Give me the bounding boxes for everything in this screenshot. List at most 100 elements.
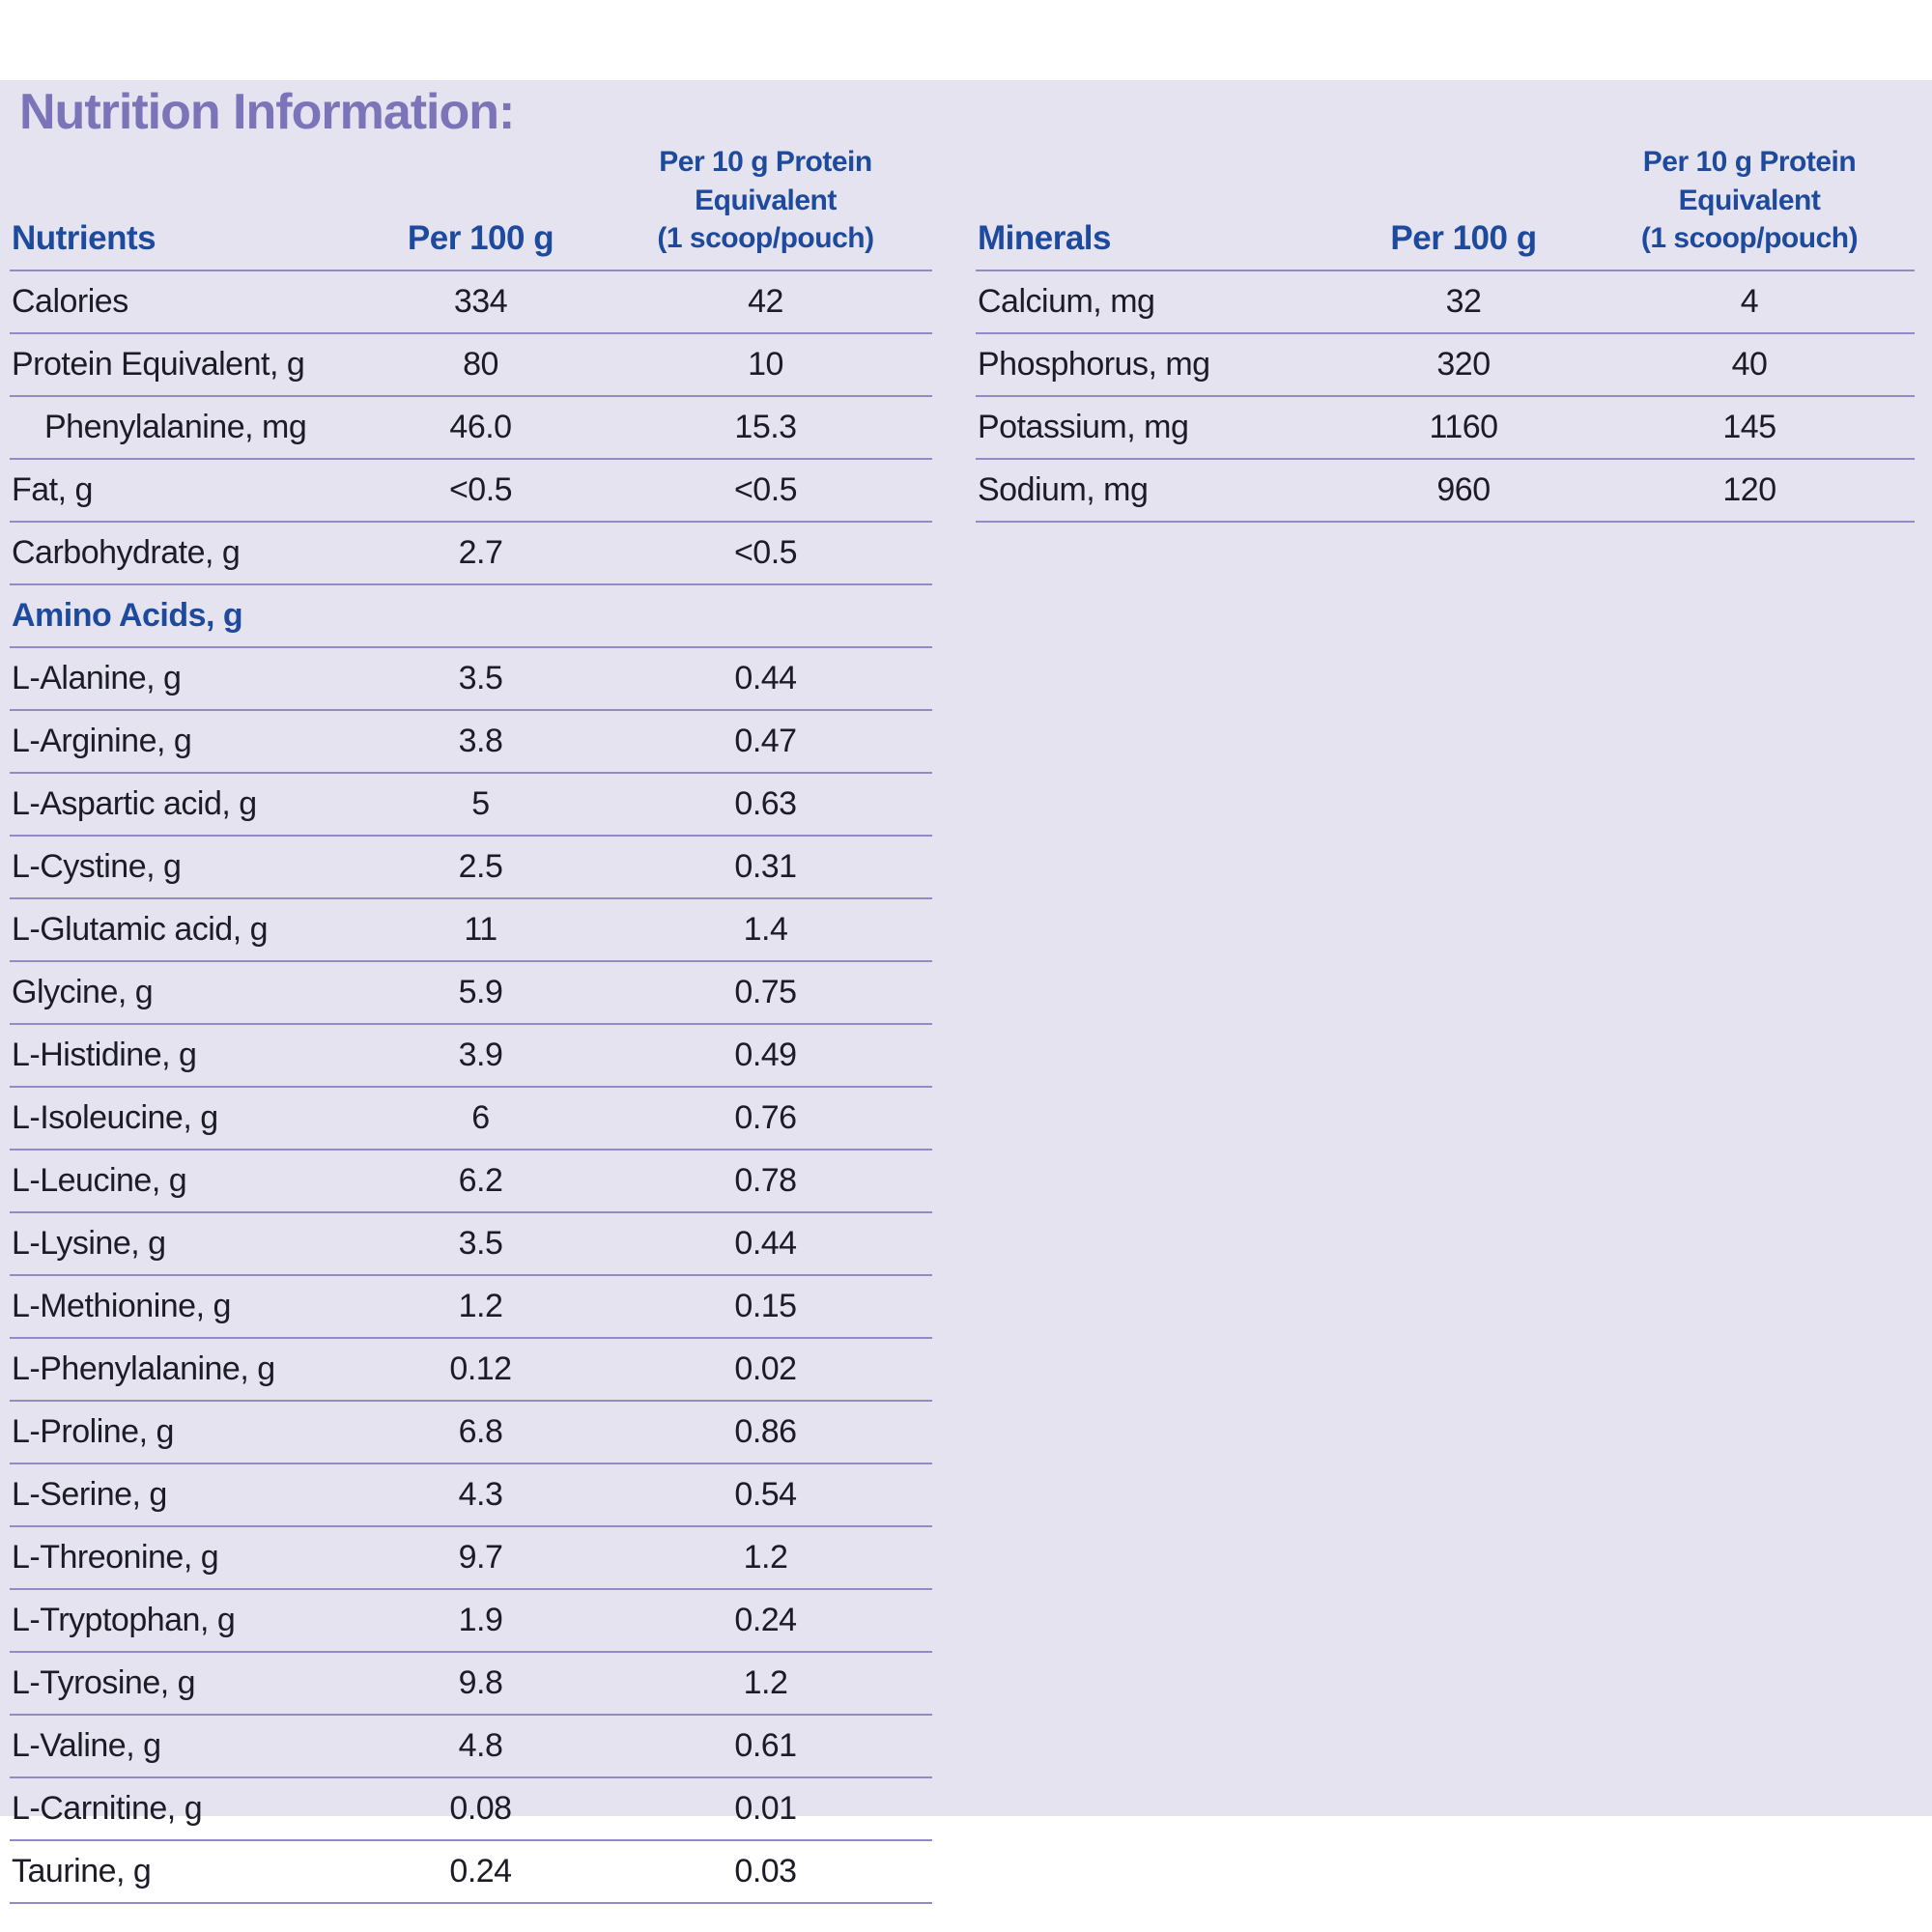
per-10g-header-line2: Equivalent (695, 184, 837, 216)
per-100g-value: 2.5 (362, 835, 599, 899)
per-10g-value: 0.44 (599, 646, 932, 711)
per-10g-value: 42 (599, 270, 932, 334)
row-label: Phosphorus, mg (976, 332, 1343, 397)
table-row: L-Leucine, g 6.2 0.78 (10, 1149, 932, 1213)
per-10g-value: 40 (1584, 332, 1915, 397)
per-10g-value: 10 (599, 332, 932, 397)
per-100g-value: 46.0 (362, 395, 599, 460)
table-row: L-Valine, g 4.8 0.61 (10, 1714, 932, 1778)
row-label: Fat, g (10, 458, 362, 523)
table-row: L-Serine, g 4.3 0.54 (10, 1463, 932, 1527)
row-label: L-Carnitine, g (10, 1776, 362, 1841)
table-row: Amino Acids, g (10, 583, 932, 648)
per-10g-value: 145 (1584, 395, 1915, 460)
table-row: L-Proline, g 6.8 0.86 (10, 1400, 932, 1464)
per-10g-value: 0.54 (599, 1463, 932, 1527)
row-label: Carbohydrate, g (10, 521, 362, 585)
per-10g-value: 1.2 (599, 1525, 932, 1590)
per-100g-value: 1.9 (362, 1588, 599, 1653)
row-label: L-Serine, g (10, 1463, 362, 1527)
table-row: L-Alanine, g 3.5 0.44 (10, 646, 932, 711)
per-10g-value: 0.15 (599, 1274, 932, 1339)
row-label: L-Lysine, g (10, 1211, 362, 1276)
per-100g-value: 80 (362, 332, 599, 397)
per-100g-value: 0.08 (362, 1776, 599, 1841)
per-10g-value: 0.49 (599, 1023, 932, 1088)
row-label: Potassium, mg (976, 395, 1343, 460)
table-row: L-Tyrosine, g 9.8 1.2 (10, 1651, 932, 1716)
per-100g-value: 0.12 (362, 1337, 599, 1402)
row-label: L-Aspartic acid, g (10, 772, 362, 837)
row-label: L-Isoleucine, g (10, 1086, 362, 1151)
row-label: L-Histidine, g (10, 1023, 362, 1088)
per-10g-header-line3: (1 scoop/pouch) (657, 222, 874, 255)
per-100g-value: 6.2 (362, 1149, 599, 1213)
per-10g-value: 0.01 (599, 1776, 932, 1841)
row-label: L-Arginine, g (10, 709, 362, 774)
per-100g-value: <0.5 (362, 458, 599, 523)
minerals-column-header: Minerals (976, 143, 1343, 271)
section-header: Amino Acids, g (10, 583, 932, 648)
row-label: L-Cystine, g (10, 835, 362, 899)
per-10g-header-line3: (1 scoop/pouch) (1640, 222, 1859, 255)
nutrients-column-header: Nutrients (10, 143, 362, 271)
table-row: L-Phenylalanine, g 0.12 0.02 (10, 1337, 932, 1402)
table-row: L-Lysine, g 3.5 0.44 (10, 1211, 932, 1276)
per-100g-value: 2.7 (362, 521, 599, 585)
row-label: Phenylalanine, mg (10, 395, 362, 460)
row-label: Calories (10, 270, 362, 334)
per-10g-value: 0.44 (599, 1211, 932, 1276)
per-10g-value: 0.47 (599, 709, 932, 774)
per-10g-value: 0.02 (599, 1337, 932, 1402)
per-10g-value: 1.2 (599, 1651, 932, 1716)
per-100g-value: 4.3 (362, 1463, 599, 1527)
table-row: L-Arginine, g 3.8 0.47 (10, 709, 932, 774)
table-row: L-Methionine, g 1.2 0.15 (10, 1274, 932, 1339)
per-100g-value: 334 (362, 270, 599, 334)
per-10g-value: 0.61 (599, 1714, 932, 1778)
row-label: L-Glutamic acid, g (10, 897, 362, 962)
row-label: Protein Equivalent, g (10, 332, 362, 397)
row-label: Sodium, mg (976, 458, 1343, 523)
per-10g-value: 15.3 (599, 395, 932, 460)
table-row: Carbohydrate, g 2.7 <0.5 (10, 521, 932, 585)
per-10g-column-header: Per 10 g Protein Equivalent (1 scoop/pou… (1584, 143, 1915, 271)
per-10g-value: 0.75 (599, 960, 932, 1025)
row-label: L-Phenylalanine, g (10, 1337, 362, 1402)
row-label: L-Threonine, g (10, 1525, 362, 1590)
per-10g-header-line1: Per 10 g Protein (1642, 146, 1857, 178)
row-label: Calcium, mg (976, 270, 1343, 334)
table-row: L-Tryptophan, g 1.9 0.24 (10, 1588, 932, 1653)
row-label: L-Tryptophan, g (10, 1588, 362, 1653)
per-100g-value: 3.9 (362, 1023, 599, 1088)
table-row: Phenylalanine, mg 46.0 15.3 (10, 395, 932, 460)
per-10g-value: 4 (1584, 270, 1915, 334)
row-label: Glycine, g (10, 960, 362, 1025)
nutrients-header-row: Nutrients Per 100 g Per 10 g Protein Equ… (10, 143, 932, 271)
minerals-table: Minerals Per 100 g Per 10 g Protein Equi… (976, 143, 1915, 523)
per-10g-value: <0.5 (599, 521, 932, 585)
table-row: Protein Equivalent, g 80 10 (10, 332, 932, 397)
per-10g-value: 0.24 (599, 1588, 932, 1653)
table-row: Calcium, mg 32 4 (976, 270, 1915, 334)
table-row: Taurine, g 0.24 0.03 (10, 1839, 932, 1904)
per-10g-value: 0.63 (599, 772, 932, 837)
per-100g-value: 3.8 (362, 709, 599, 774)
per-10g-value: 0.76 (599, 1086, 932, 1151)
per-10g-value: 0.03 (599, 1839, 932, 1904)
per-10g-value: 1.4 (599, 897, 932, 962)
per-100g-value: 3.5 (362, 646, 599, 711)
per-100g-value: 3.5 (362, 1211, 599, 1276)
per-10g-header-line1: Per 10 g Protein (659, 146, 872, 178)
table-row: L-Cystine, g 2.5 0.31 (10, 835, 932, 899)
row-label: L-Tyrosine, g (10, 1651, 362, 1716)
per-10g-value: <0.5 (599, 458, 932, 523)
table-row: Fat, g <0.5 <0.5 (10, 458, 932, 523)
per-100g-value: 0.24 (362, 1839, 599, 1904)
table-row: L-Aspartic acid, g 5 0.63 (10, 772, 932, 837)
per-10g-value: 0.78 (599, 1149, 932, 1213)
per-100g-column-header: Per 100 g (362, 143, 599, 271)
row-label: L-Valine, g (10, 1714, 362, 1778)
per-10g-value: 0.86 (599, 1400, 932, 1464)
